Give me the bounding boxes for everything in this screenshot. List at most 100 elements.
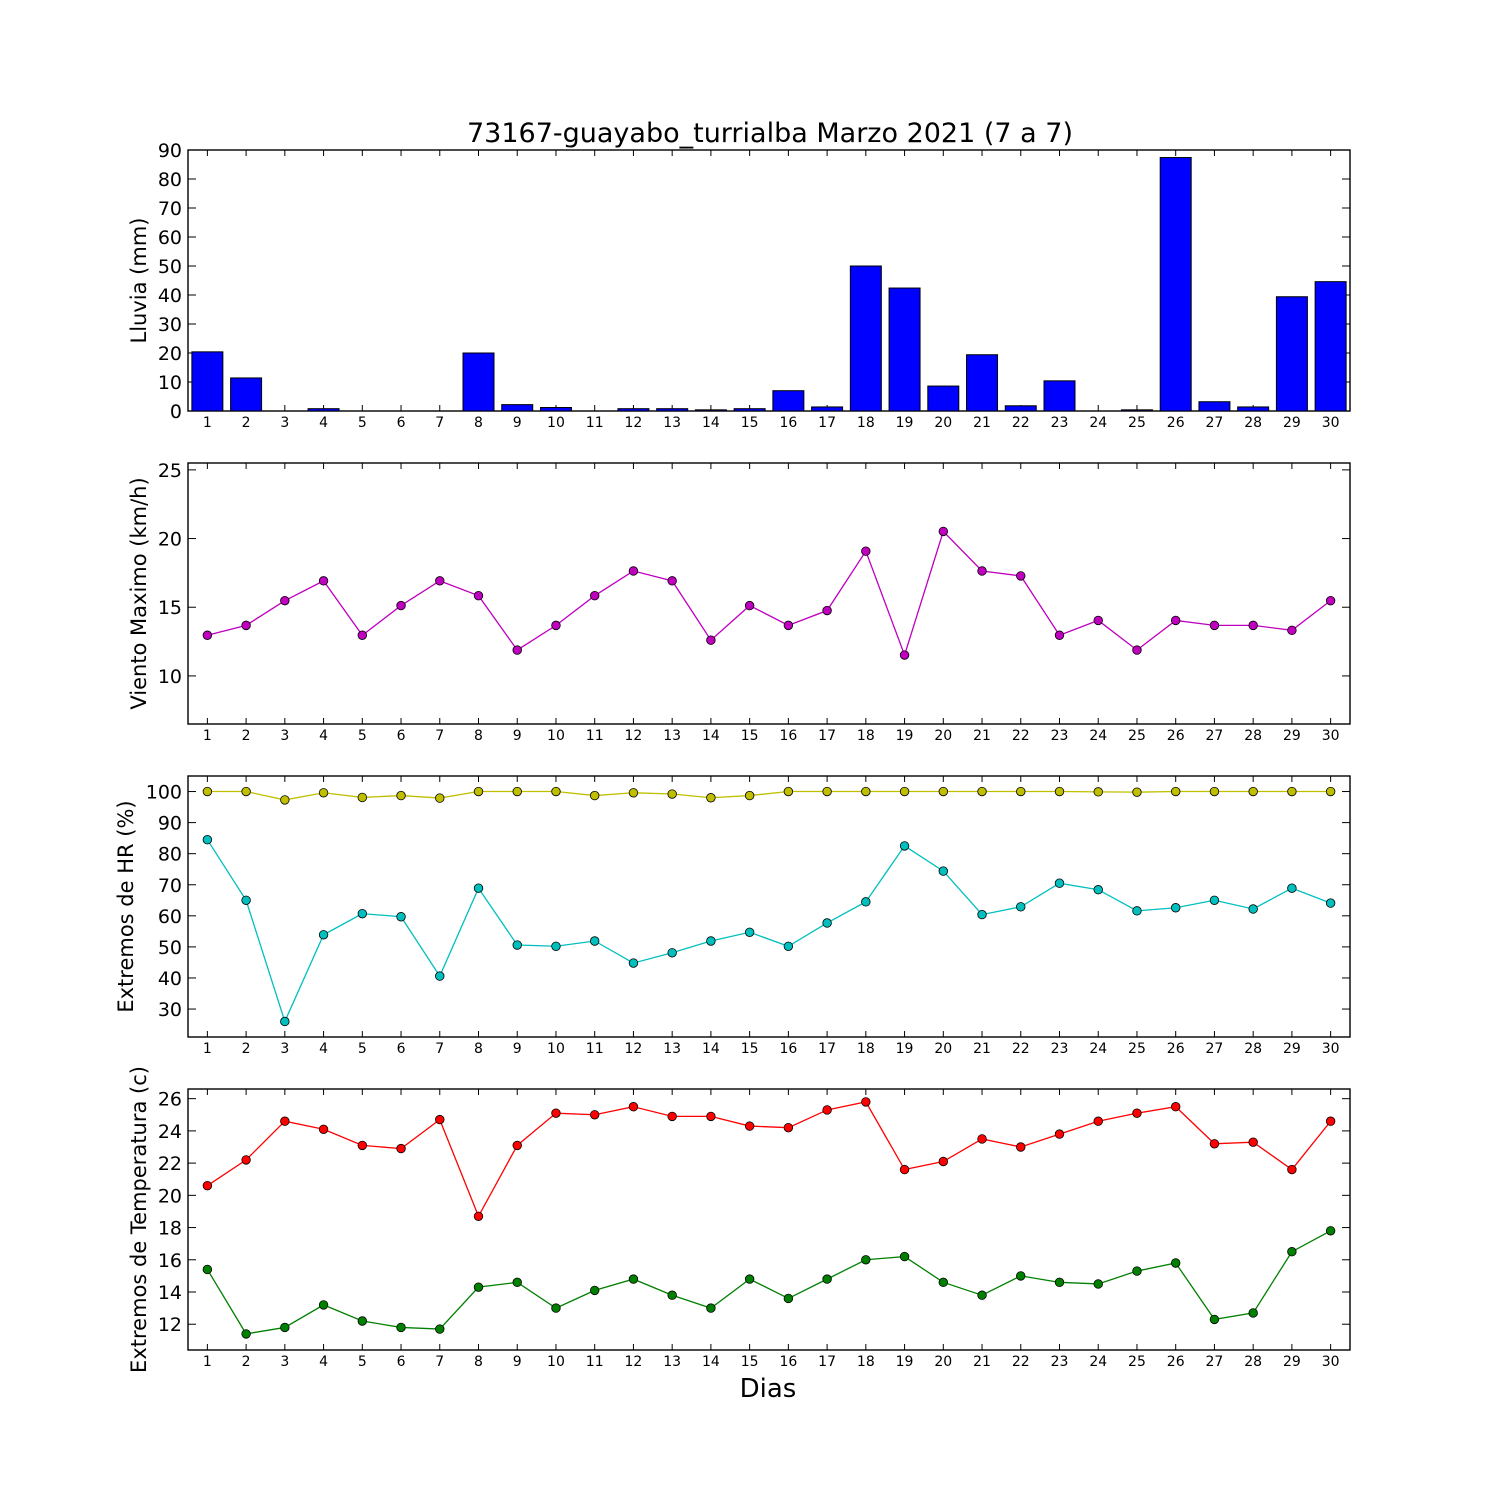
x-tick-label: 10 [547, 1041, 565, 1057]
data-point [590, 936, 600, 946]
data-point [861, 897, 871, 907]
x-tick-label: 5 [358, 728, 367, 744]
x-tick-label: 18 [857, 1354, 875, 1370]
x-tick-label: 20 [934, 415, 952, 431]
data-point [1170, 615, 1181, 626]
y-tick-label: 90 [158, 140, 182, 162]
bar [1237, 406, 1270, 412]
x-tick-label: 20 [934, 1354, 952, 1370]
data-point [1054, 878, 1065, 888]
data-point [861, 1097, 871, 1107]
data-point [1054, 786, 1065, 797]
y-tick-label: 14 [158, 1282, 182, 1304]
data-point [202, 630, 213, 640]
x-tick-label: 7 [435, 1041, 444, 1057]
data-point [938, 1277, 949, 1288]
data-point [473, 883, 484, 893]
x-tick-label: 10 [547, 415, 565, 431]
data-point [1016, 786, 1026, 797]
data-point [1054, 630, 1065, 640]
y-axis-label: Viento Maximo (km/h) [127, 477, 151, 709]
x-tick-label: 29 [1283, 728, 1301, 744]
x-tick-label: 18 [857, 728, 875, 744]
x-tick-label: 7 [435, 728, 444, 744]
x-tick-label: 25 [1128, 728, 1146, 744]
x-tick-label: 5 [358, 1041, 367, 1057]
x-tick-label: 14 [702, 728, 720, 744]
x-tick-label: 4 [319, 415, 328, 431]
x-tick-label: 30 [1322, 415, 1340, 431]
data-point [783, 1122, 794, 1133]
data-point [822, 918, 832, 928]
x-tick-label: 11 [586, 1041, 604, 1057]
data-point [783, 786, 794, 797]
bar [1043, 380, 1076, 412]
y-tick-label: 80 [158, 169, 182, 191]
x-tick-label: 24 [1089, 728, 1107, 744]
x-tick-label: 18 [857, 1041, 875, 1057]
bar [462, 352, 495, 412]
x-tick-label: 24 [1089, 1354, 1107, 1370]
x-tick-label: 10 [547, 728, 565, 744]
data-point [590, 590, 600, 601]
x-tick-label: 6 [397, 415, 406, 431]
data-point [977, 566, 987, 576]
y-tick-label: 40 [158, 285, 182, 307]
data-point [822, 1105, 832, 1115]
series-line [207, 1101, 1332, 1218]
x-tick-label: 6 [397, 1354, 406, 1370]
data-point [1325, 595, 1336, 606]
data-point [396, 912, 406, 922]
x-tick-label: 13 [663, 728, 681, 744]
data-point [280, 795, 290, 805]
y-axis-label: Extremos de Temperatura (c) [127, 1066, 151, 1373]
x-tick-label: 1 [203, 728, 212, 744]
bar [811, 406, 844, 412]
bar [849, 265, 882, 412]
x-tick-label: 13 [663, 1354, 681, 1370]
data-point [1132, 645, 1142, 655]
x-tick-label: 24 [1089, 415, 1107, 431]
x-tick-label: 18 [857, 415, 875, 431]
data-point [280, 1116, 290, 1126]
data-point [822, 605, 832, 616]
plot-frame [187, 1088, 1351, 1351]
x-tick-label: 6 [397, 1041, 406, 1057]
bar [191, 351, 224, 412]
x-tick-label: 4 [319, 1041, 328, 1057]
data-point [938, 1156, 949, 1167]
bar [1004, 405, 1037, 412]
x-tick-label: 2 [242, 728, 251, 744]
data-point [1325, 1116, 1336, 1126]
data-point [1054, 1277, 1065, 1288]
bar [539, 407, 572, 412]
x-tick-label: 1 [203, 1354, 212, 1370]
x-tick-label: 14 [702, 1041, 720, 1057]
x-tick-label: 25 [1128, 1041, 1146, 1057]
data-point [318, 1124, 329, 1134]
series-line [206, 839, 1331, 1024]
bar [1275, 296, 1308, 412]
data-point [1132, 787, 1142, 797]
bar [888, 287, 921, 412]
x-tick-label: 17 [818, 728, 836, 744]
y-tick-label: 10 [158, 372, 182, 394]
x-tick-label: 15 [741, 1354, 759, 1370]
x-tick-label: 19 [896, 415, 914, 431]
data-point [512, 940, 522, 950]
x-tick-label: 8 [474, 1354, 483, 1370]
data-point [1132, 1266, 1142, 1276]
data-point [1093, 787, 1103, 797]
y-tick-label: 24 [158, 1121, 182, 1143]
x-tick-label: 11 [586, 415, 604, 431]
y-tick-label: 15 [158, 597, 182, 619]
data-point [628, 958, 639, 968]
data-point [783, 941, 794, 951]
data-point [280, 595, 290, 606]
x-tick-label: 16 [779, 1041, 797, 1057]
series-line [207, 790, 1331, 801]
data-point [473, 786, 484, 797]
x-tick-label: 23 [1051, 415, 1069, 431]
data-point [706, 1111, 716, 1122]
series-line [207, 530, 1332, 658]
